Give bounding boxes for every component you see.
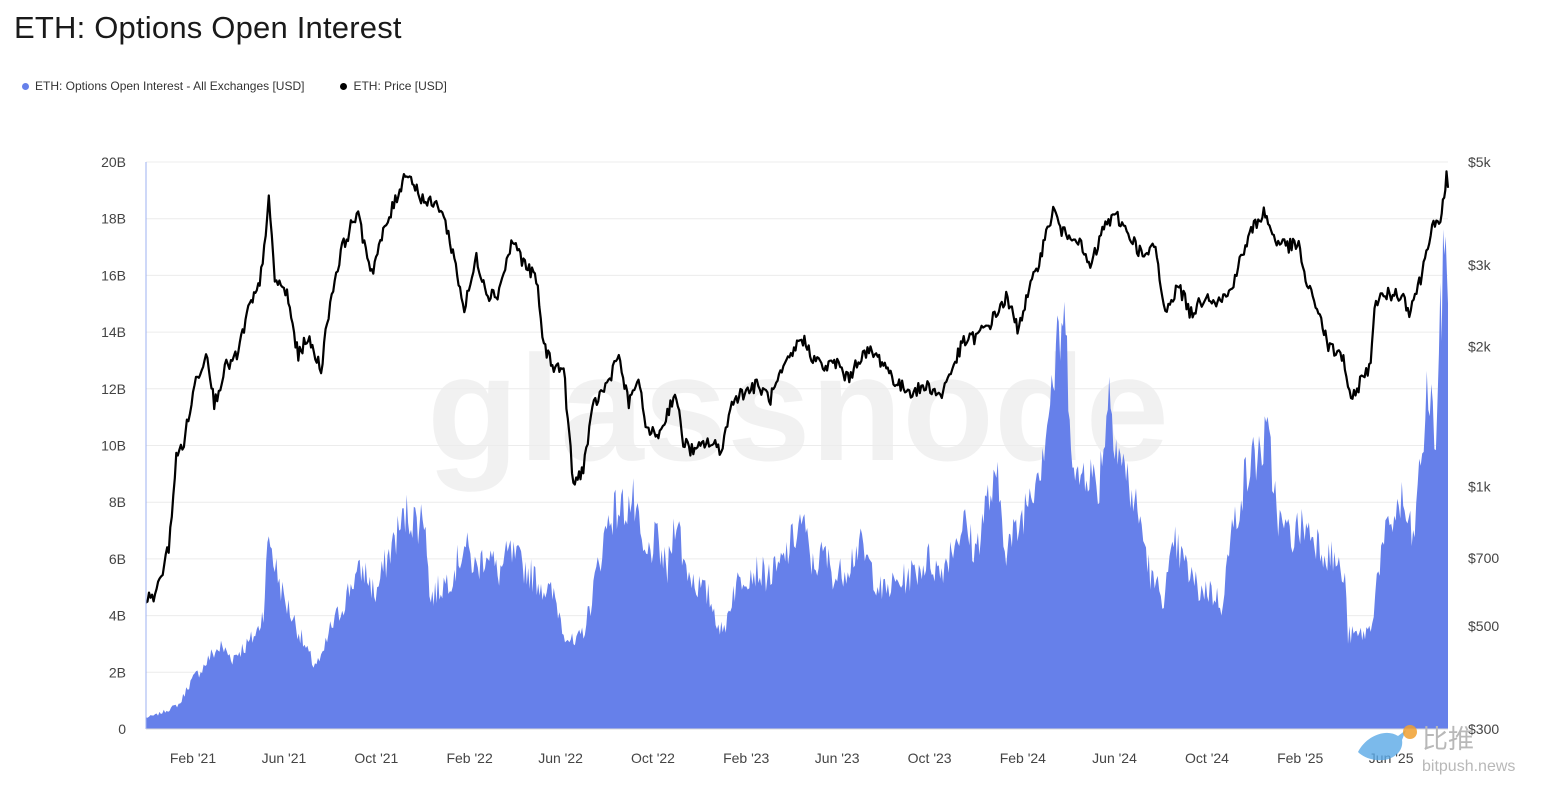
y-left-tick-label: 6B	[109, 551, 126, 567]
y-right-tick-label: $3k	[1468, 257, 1492, 273]
legend-item-price[interactable]: ETH: Price [USD]	[340, 79, 447, 93]
x-tick-label: Jun '22	[538, 750, 583, 766]
watermark-cn: 比推	[1422, 724, 1474, 754]
coin-icon	[1403, 725, 1417, 739]
x-tick-label: Jun '21	[262, 750, 307, 766]
x-tick-label: Oct '24	[1185, 750, 1229, 766]
x-tick-label: Feb '21	[170, 750, 216, 766]
x-tick-label: Oct '22	[631, 750, 675, 766]
chart-title: ETH: Options Open Interest	[14, 10, 402, 45]
x-tick-label: Oct '23	[908, 750, 952, 766]
x-tick-label: Feb '23	[723, 750, 769, 766]
x-tick-label: Jun '23	[815, 750, 860, 766]
y-left-tick-label: 12B	[101, 381, 126, 397]
y-left-tick-label: 20B	[101, 154, 126, 170]
y-left-tick-label: 8B	[109, 494, 126, 510]
y-right-tick-label: $700	[1468, 550, 1499, 566]
legend-swatch-oi	[22, 82, 29, 90]
legend-label-price: ETH: Price [USD]	[353, 79, 447, 93]
x-tick-label: Feb '22	[446, 750, 492, 766]
y-right-tick-label: $2k	[1468, 339, 1492, 355]
bitpush-watermark: 比推 bitpush.news	[1358, 724, 1515, 775]
y-right-tick-label: $5k	[1468, 154, 1492, 170]
y-left-tick-label: 2B	[109, 664, 126, 680]
oi-series	[146, 229, 1448, 730]
oi-area	[146, 229, 1448, 730]
x-tick-label: Feb '25	[1277, 750, 1323, 766]
price-line	[145, 170, 1450, 604]
y-left-tick-label: 0	[118, 721, 126, 737]
y-right-tick-label: $500	[1468, 618, 1499, 634]
y-left-tick-label: 16B	[101, 267, 126, 283]
y-right-tick-label: $300	[1468, 721, 1499, 737]
y-right-tick-label: $1k	[1468, 478, 1492, 494]
watermark-site: bitpush.news	[1422, 758, 1515, 775]
y-left-tick-label: 4B	[109, 608, 126, 624]
x-tick-label: Jun '24	[1092, 750, 1137, 766]
legend-swatch-price	[340, 82, 348, 90]
x-tick-label: Oct '21	[354, 750, 398, 766]
x-tick-label: Feb '24	[1000, 750, 1046, 766]
y-left-tick-label: 14B	[101, 324, 126, 340]
y-left-tick-label: 18B	[101, 211, 126, 227]
legend-label-oi: ETH: Options Open Interest - All Exchang…	[35, 79, 305, 93]
bird-logo-icon	[1358, 730, 1406, 761]
legend-item-oi[interactable]: ETH: Options Open Interest - All Exchang…	[22, 79, 304, 93]
price-series	[145, 170, 1450, 604]
axes: 0 2B 4B 6B 8B 10B 12B 14B 16B 18B 20B $300 $500 $700 $…	[101, 154, 1499, 766]
chart-legend: ETH: Options Open Interest - All Exchang…	[22, 79, 447, 93]
y-left-tick-label: 10B	[101, 438, 126, 454]
